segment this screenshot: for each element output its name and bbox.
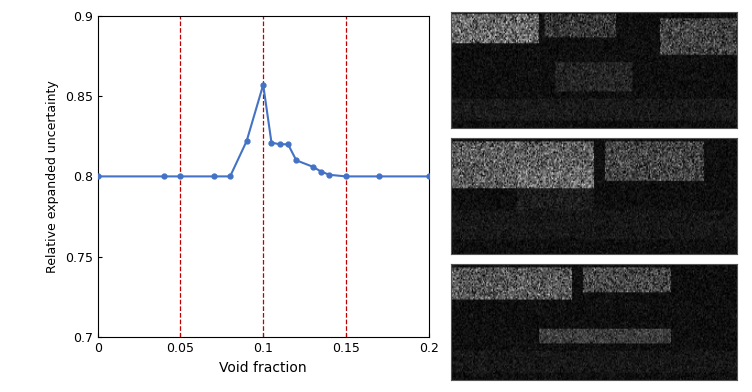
X-axis label: Void fraction: Void fraction: [220, 361, 307, 374]
Y-axis label: Relative expanded uncertainty: Relative expanded uncertainty: [47, 80, 59, 273]
